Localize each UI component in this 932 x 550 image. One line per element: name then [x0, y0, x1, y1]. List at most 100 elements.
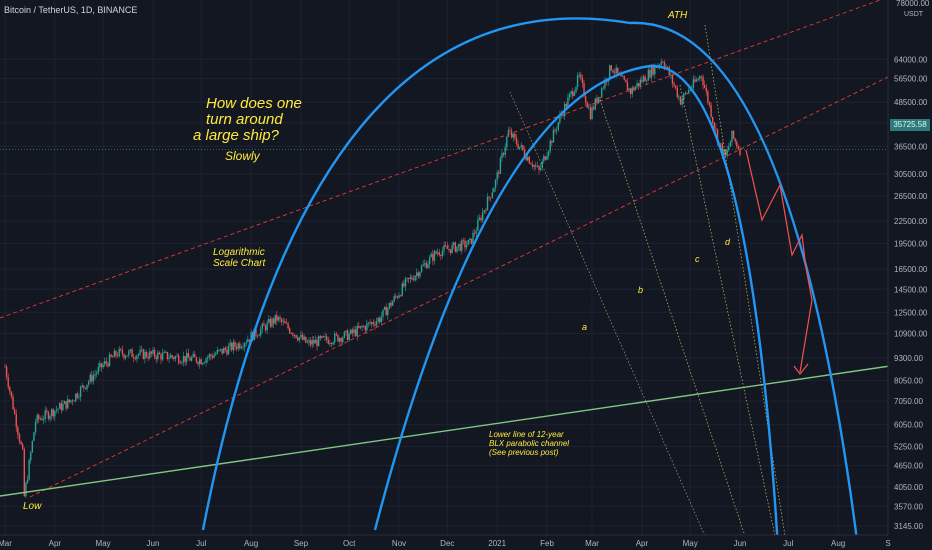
candle-body: [523, 149, 526, 157]
time-axis-label: May: [683, 539, 698, 548]
candle-body: [9, 387, 11, 392]
candle-body: [271, 318, 273, 327]
candle-body: [623, 76, 625, 80]
candle-body: [481, 212, 484, 221]
candle-body: [68, 399, 71, 403]
time-axis-label: Aug: [831, 539, 845, 548]
time-axis-label: Jun: [734, 539, 747, 548]
candle-body: [695, 79, 698, 82]
candle-body: [346, 330, 349, 340]
candle-body: [613, 72, 616, 74]
candle-body: [211, 356, 214, 358]
time-axis-label: Feb: [540, 539, 554, 548]
candle-body: [17, 427, 19, 435]
price-axis-tick-label: 19500.00: [894, 239, 928, 248]
candle-body: [182, 356, 185, 363]
candle-body: [54, 410, 56, 417]
candle-body: [52, 409, 54, 417]
candle-body: [660, 61, 662, 65]
candle-body: [559, 115, 561, 123]
candle-body: [160, 354, 162, 360]
candle-body: [266, 322, 268, 331]
candle-body: [105, 361, 108, 364]
candle-body: [517, 143, 519, 149]
candle-body: [335, 333, 338, 335]
candle-body: [131, 349, 133, 357]
candle-body: [234, 342, 236, 347]
candle-body: [39, 418, 42, 420]
candle-body: [33, 432, 35, 441]
candle-body: [28, 460, 30, 480]
candle-body: [448, 248, 450, 250]
candle-body: [509, 130, 511, 132]
candle-body: [541, 161, 543, 168]
candle-body: [502, 153, 505, 155]
candle-body: [461, 240, 463, 251]
candle-body: [588, 107, 590, 109]
candle-body: [686, 93, 688, 94]
candle-body: [181, 362, 183, 364]
candle-body: [549, 140, 551, 152]
symbol-title: Bitcoin / TetherUS, 1D, BINANCE: [4, 5, 138, 15]
candle-body: [166, 351, 169, 360]
candle-body: [247, 339, 249, 343]
time-axis-label: Sep: [294, 539, 309, 548]
candle-body: [710, 105, 712, 118]
candle-body: [436, 252, 439, 254]
candle-body: [168, 358, 170, 360]
candle-body: [465, 244, 468, 248]
candle-body: [142, 349, 145, 359]
price-axis-tick-label: 36500.00: [894, 142, 928, 151]
candle-body: [110, 354, 112, 357]
low-label: Low: [23, 501, 42, 512]
answer-text: Slowly: [225, 149, 260, 163]
candle-body: [224, 347, 227, 350]
candle-body: [243, 343, 246, 348]
candle-body: [699, 76, 701, 80]
candle-body: [161, 353, 164, 360]
candle-body: [126, 355, 128, 357]
candle-body: [120, 348, 122, 350]
candle-body: [713, 122, 715, 129]
time-axis-label: Apr: [49, 539, 62, 548]
candle-body: [721, 144, 724, 155]
candle-body: [644, 76, 646, 82]
candle-body: [213, 354, 215, 358]
candle-body: [104, 361, 106, 365]
candle-body: [543, 156, 545, 162]
candle-body: [163, 352, 165, 354]
candle-body: [604, 79, 606, 88]
candle-body: [319, 336, 321, 338]
price-axis-tick-label: 4650.00: [894, 461, 923, 470]
candle-body: [438, 252, 440, 256]
candle-body: [55, 409, 58, 411]
candle-body: [535, 165, 537, 167]
candle-body: [231, 342, 233, 351]
candle-body: [227, 346, 230, 355]
candle-body: [348, 334, 350, 340]
candle-body: [255, 328, 257, 336]
price-axis-top-label: 78000.00: [896, 0, 930, 8]
outer-parabolic-arc: [201, 17, 860, 549]
candle-body: [30, 452, 32, 461]
candle-body: [403, 283, 405, 287]
price-axis-tick-label: 64000.00: [894, 55, 928, 64]
candle-body: [132, 356, 135, 358]
candle-body: [58, 403, 61, 409]
candle-body: [428, 257, 431, 264]
candle-body: [351, 329, 354, 334]
candle-body: [139, 350, 141, 355]
candle-body: [739, 148, 741, 156]
candle-body: [325, 336, 328, 340]
candle-body: [446, 246, 449, 249]
candle-body: [430, 253, 432, 258]
time-axis-label: Apr: [636, 539, 649, 548]
channel-note-2: BLX parabolic channel: [489, 439, 570, 448]
candle-body: [377, 318, 379, 322]
candle-body: [726, 149, 728, 156]
candle-body: [314, 339, 317, 344]
candle-body: [73, 400, 75, 402]
fan-line-a: [509, 91, 706, 537]
